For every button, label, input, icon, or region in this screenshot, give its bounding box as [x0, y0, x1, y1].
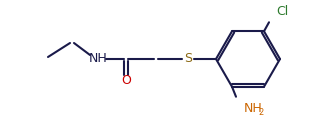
Text: 2: 2 — [258, 108, 263, 117]
Text: Cl: Cl — [276, 5, 288, 18]
Text: O: O — [121, 75, 131, 88]
Text: NH: NH — [89, 52, 107, 65]
Text: S: S — [184, 52, 192, 65]
Text: NH: NH — [244, 102, 263, 115]
